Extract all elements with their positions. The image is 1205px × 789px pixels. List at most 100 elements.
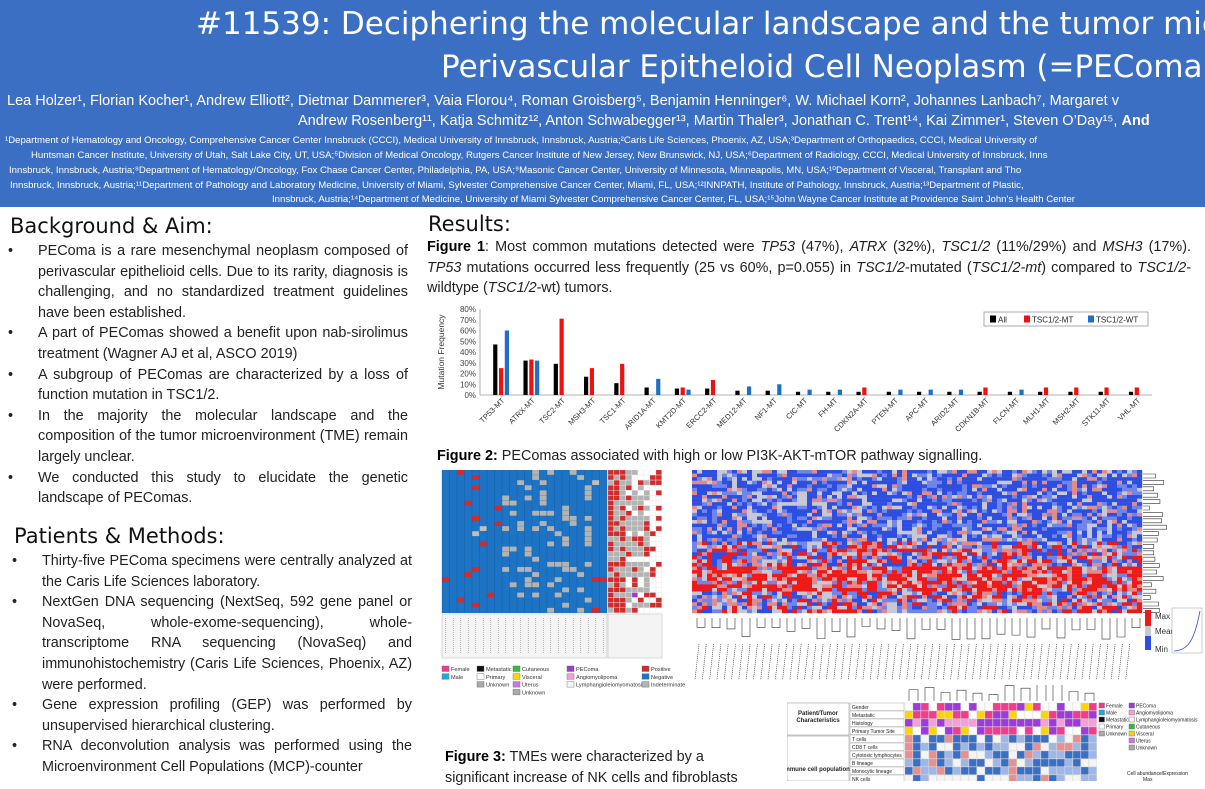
expression-cell — [817, 527, 823, 531]
expression-cell — [1122, 530, 1128, 535]
expression-cell — [927, 477, 933, 481]
expression-cell — [962, 484, 968, 489]
expression-cell — [927, 502, 933, 506]
expression-cell — [1037, 480, 1043, 485]
expression-cell — [847, 480, 853, 485]
expression-cell — [742, 516, 748, 521]
expression-cell — [952, 605, 958, 610]
expression-cell — [1077, 548, 1083, 553]
expression-cell — [732, 523, 738, 528]
heatmap-cell — [1024, 702, 1033, 711]
expression-cell — [1122, 498, 1128, 503]
expression-cell — [1022, 609, 1028, 614]
expression-cell — [807, 530, 813, 535]
expression-cell — [967, 602, 973, 607]
expression-cell — [912, 573, 918, 578]
expression-cell — [782, 545, 788, 549]
expression-cell — [917, 577, 923, 582]
expression-cell — [842, 577, 848, 582]
dendrogram-branch — [771, 618, 781, 628]
expression-cell — [1007, 491, 1013, 496]
expression-cell — [857, 552, 863, 556]
heatmap-cell — [1088, 750, 1097, 759]
expression-cell — [1012, 470, 1018, 474]
expression-cell — [927, 512, 933, 517]
expression-cell — [1037, 602, 1043, 607]
heatmap-cell — [1056, 718, 1065, 727]
expression-cell — [967, 473, 973, 478]
expression-cell — [1047, 473, 1053, 478]
expression-cell — [1072, 473, 1078, 478]
legend-label: PEComa — [1136, 704, 1156, 710]
group-label: Patient/Tumor Characteristics — [796, 711, 840, 724]
expression-cell — [862, 541, 868, 546]
heatmap-cell — [952, 710, 961, 719]
expression-cell — [1007, 573, 1013, 578]
expression-cell — [797, 523, 803, 528]
expression-cell — [787, 505, 793, 510]
expression-cell — [762, 470, 768, 474]
expression-cell — [857, 605, 863, 610]
expression-cell — [812, 552, 818, 556]
expression-cell — [1112, 495, 1118, 499]
expression-cell — [792, 605, 798, 610]
expression-cell — [897, 512, 903, 517]
expression-cell — [1002, 573, 1008, 578]
dendrogram-branch — [1143, 524, 1167, 530]
expression-cell — [752, 562, 758, 567]
expression-cell — [732, 491, 738, 496]
dendrogram-branch — [801, 618, 811, 629]
expression-cell — [897, 605, 903, 610]
expression-cell — [817, 570, 823, 574]
expression-cell — [1107, 505, 1113, 510]
expression-cell — [822, 577, 828, 582]
annotation-cell — [607, 607, 614, 613]
expression-cell — [1032, 512, 1038, 517]
expression-cell — [897, 505, 903, 510]
expression-cell — [867, 580, 873, 585]
expression-cell — [907, 548, 913, 553]
expression-cell — [867, 552, 873, 556]
expression-cell — [982, 577, 988, 582]
annotation-cell — [649, 572, 656, 578]
expression-cell — [987, 609, 993, 614]
list-item: We conducted this study to elucidate the… — [8, 468, 408, 509]
expression-cell — [847, 502, 853, 506]
expression-cell — [1092, 491, 1098, 496]
expression-cell — [807, 562, 813, 567]
expression-cell — [867, 477, 873, 481]
expression-cell — [812, 530, 818, 535]
expression-cell — [822, 541, 828, 546]
expression-cell — [702, 580, 708, 585]
expression-cell — [1047, 509, 1053, 514]
expression-cell — [897, 570, 903, 574]
annotation-cell — [607, 526, 614, 532]
expression-cell — [692, 573, 698, 578]
heatmap-cell — [912, 750, 921, 759]
annotation-cell — [655, 597, 662, 603]
bar-tsc1-2-wt — [928, 389, 933, 395]
expression-cell — [937, 605, 943, 610]
expression-cell — [852, 552, 858, 556]
expression-cell — [1132, 534, 1138, 539]
expression-cell — [1077, 555, 1083, 560]
expression-cell — [732, 505, 738, 510]
expression-cell — [727, 491, 733, 496]
expression-cell — [967, 566, 973, 571]
heatmap-cell — [912, 766, 921, 775]
annotation-cell — [625, 541, 632, 547]
expression-cell — [1077, 591, 1083, 596]
expression-cell — [842, 509, 848, 514]
expression-cell — [982, 516, 988, 521]
expression-cell — [787, 609, 793, 614]
expression-cell — [992, 598, 998, 603]
expression-cell — [697, 491, 703, 496]
heatmap-cell — [960, 710, 969, 719]
expression-cell — [942, 516, 948, 521]
expression-cell — [1022, 555, 1028, 560]
expression-cell — [1077, 502, 1083, 506]
expression-cell — [752, 491, 758, 496]
annotation-cell — [607, 602, 614, 608]
expression-cell — [822, 591, 828, 596]
expression-cell — [987, 584, 993, 589]
